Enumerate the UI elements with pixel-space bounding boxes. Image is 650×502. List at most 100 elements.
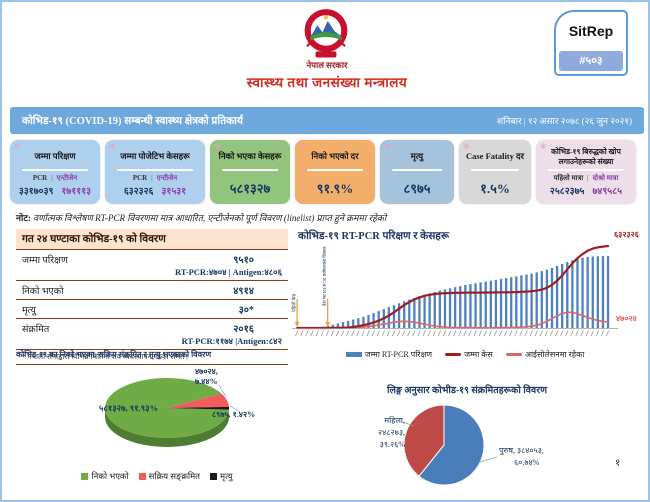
- legend-swatch-icon: [138, 473, 146, 480]
- table-row: संक्रमित २०१६ RT-PCR:११७४ |Antigen:८४२: [16, 319, 288, 350]
- chart-title: कोभिड-१९ RT-PCR परिक्षण र केसहरू: [298, 231, 450, 242]
- separator: |: [587, 174, 589, 182]
- deaths-slice-label: ८९७५, १.४२%: [212, 410, 256, 419]
- virus-icon: ❋: [384, 142, 391, 151]
- male-slice-label: पुरुष, ३८४०५३, ६०.७४%: [499, 446, 544, 467]
- card-sub-label: एन्टीजेन: [156, 174, 178, 182]
- note-line: नोट: वर्णात्मक विश्लेषण RT-PCR विवरणमा म…: [16, 211, 386, 224]
- card-value: ३१५३१: [161, 187, 187, 197]
- card-value: २५८२३७५: [549, 187, 585, 197]
- legend-label: आईसोलेसनमा रहेका: [524, 350, 585, 359]
- note-text: वर्णात्मक विश्लेषण RT-PCR विवरणमा मात्र …: [33, 213, 387, 223]
- report-date: शनिबार | १२ असार २०७८ (२६ जुन २०२१): [497, 116, 632, 126]
- recovered-slice-label: ५८१३२७, ९१.९३%: [99, 403, 159, 413]
- legend-swatch-icon: [81, 473, 89, 480]
- virus-icon: ❋: [540, 142, 547, 151]
- active-slice-label: ४७०२४, ७.४४%: [195, 367, 218, 386]
- gender-pie-section: लिङ्ग अनुसार कोभीड-१९ संक्रमितहरूको विवर…: [302, 383, 632, 498]
- chart-title: कोभिड-१९ का निको भएका, सक्रिय संक्रमित र…: [16, 350, 212, 359]
- table-footnote: * नेपाली सेनाद्वारा विभिन्न मितिमा शव व्…: [16, 350, 288, 365]
- sitrep-number: #५०३: [559, 51, 623, 71]
- card-value: १७१११३: [61, 187, 92, 197]
- row-subvalue: RT-PCR:११७४ |Antigen:८४२: [181, 336, 282, 346]
- card-sub-label: दोश्रो मात्रा: [592, 174, 619, 182]
- table-title: गत २४ घण्टाका कोभिड-१९ को विवरण: [16, 229, 288, 250]
- gender-pie-chart: [302, 396, 632, 500]
- card-value: ३३१७०३९: [18, 187, 54, 197]
- stat-card-cfr: ❋ Case Fatality दर १.५%: [459, 140, 531, 204]
- virus-icon: ❋: [299, 142, 306, 151]
- card-title: कोभिड-१९ बिरुद्धको खोप लगाउनेहरूको संख्य…: [551, 147, 621, 166]
- row-label: मृत्यु: [22, 306, 36, 316]
- title-bar: कोभिड-१९ (COVID-19) सम्बन्धी स्वास्थ्य क…: [10, 107, 644, 134]
- table-row: मृत्यु ३०*: [16, 300, 288, 319]
- stat-card-total-positive: ❋ जम्मा पोजेटिभ केसहरू PCR | एन्टीजेन ६३…: [105, 140, 205, 204]
- report-title: कोभिड-१९ (COVID-19) सम्बन्धी स्वास्थ्य क…: [22, 115, 243, 127]
- card-divider: [471, 169, 519, 171]
- card-divider: [307, 169, 363, 171]
- sitrep-badge: SitRep #५०३: [554, 10, 628, 76]
- card-value: ६३२३२६: [123, 187, 154, 197]
- virus-icon: ❋: [463, 142, 470, 151]
- recovery-pie-section: कोभिड-१९ का निको भएका, सक्रिय संक्रमित र…: [12, 349, 302, 499]
- sitrep-label: SitRep: [568, 23, 614, 39]
- svg-text:पहिलो केस: पहिलो केस: [291, 293, 297, 312]
- row-value: २०१६: [233, 324, 254, 335]
- card-value: १.५%: [480, 181, 510, 196]
- stat-card-vaccination: ❋ कोभिड-१९ बिरुद्धको खोप लगाउनेहरूको संख…: [536, 140, 636, 204]
- card-divider: [548, 169, 624, 171]
- recovery-pie-chart: [12, 361, 302, 491]
- virus-icon: ❋: [214, 142, 221, 151]
- page-number: १: [615, 458, 621, 469]
- row-value: ९५१०: [233, 255, 254, 266]
- row-subvalue: RT-PCR:४७०४ | Antigen:४८०६: [175, 267, 282, 277]
- card-sub-label: PCR: [132, 174, 148, 182]
- chart-title: लिङ्ग अनुसार कोभीड-१९ संक्रमितहरूको विवर…: [387, 386, 547, 396]
- stat-card-recovered: ❋ निको भएका केसहरू ५८१३२७: [210, 140, 290, 204]
- virus-icon: ❋: [109, 142, 116, 151]
- row-label: निको भएको: [22, 287, 64, 297]
- card-title: जम्मा परिक्षण: [34, 151, 76, 162]
- card-value: ७४९५८५: [592, 187, 623, 197]
- chart-legend: जम्मा RT-PCR परिक्षण जम्मा केस आईसोलेसनम…: [300, 349, 630, 360]
- card-value: ५८१३२७: [229, 181, 271, 196]
- card-divider: [117, 169, 193, 171]
- pie-legend: निको भएको सक्रिय सङ्क्रमित मृत्यु: [12, 471, 302, 482]
- card-title: मृत्यु: [410, 151, 424, 162]
- legend-label: जम्मा RT-PCR परिक्षण: [364, 350, 433, 359]
- legend-label: निको भएको: [91, 471, 129, 481]
- card-divider: [222, 169, 278, 171]
- summary-cards: ❋ जम्मा परिक्षण PCR | एन्टीजेन ३३१७०३९ १…: [10, 140, 644, 204]
- card-value: ९१.९%: [316, 181, 354, 196]
- legend-label: जम्मा केस: [464, 350, 493, 359]
- card-title: निको भएका केसहरू: [218, 151, 282, 162]
- trend-chart-section: कोभिड-१९ RT-PCR परिक्षण र केसहरू पहिलो क…: [290, 229, 646, 359]
- card-title: निको भएको दर: [311, 151, 359, 162]
- stat-card-recovery-rate: ❋ निको भएको दर ९१.९%: [295, 140, 375, 204]
- government-name: नेपाल सरकार: [306, 60, 348, 70]
- table-row: निको भएको ४९१४: [16, 281, 288, 300]
- row-value: ३०*: [238, 305, 254, 316]
- card-title: Case Fatality दर: [465, 151, 525, 162]
- card-value: ८९७५: [403, 181, 431, 196]
- legend-label: सक्रिय सङ्क्रमित: [148, 471, 201, 481]
- legend-label: मृत्यु: [220, 471, 233, 481]
- card-sub-label: एन्टीजेन: [56, 174, 78, 182]
- table-row: जम्मा परिक्षण ९५१० RT-PCR:४७०४ | Antigen…: [16, 250, 288, 281]
- row-label: जम्मा परिक्षण: [22, 256, 68, 266]
- line-swatch-icon: [445, 353, 462, 356]
- virus-icon: ❋: [14, 142, 21, 151]
- legend-swatch-icon: [210, 473, 218, 480]
- ministry-title: स्वास्थ्य तथा जनसंख्या मन्त्रालय: [246, 75, 408, 90]
- female-slice-label: महिला, २४८२७३, ३९.२६%: [378, 416, 405, 449]
- card-title: जम्मा पोजेटिभ केसहरू: [120, 151, 190, 162]
- row-label: संक्रमित: [22, 325, 50, 335]
- row-value: ४९१४: [233, 286, 254, 297]
- card-sub-label: PCR: [32, 174, 48, 182]
- card-sub-label: पहिलो मात्रा: [553, 174, 584, 182]
- svg-text:देश भर RT-PCR प्रयोगशाला विस्त: देश भर RT-PCR प्रयोगशाला विस्तार: [321, 246, 327, 306]
- card-divider: [392, 169, 442, 171]
- stat-card-deaths: ❋ मृत्यु ८९७५: [380, 140, 454, 204]
- daily-summary-table: गत २४ घण्टाका कोभिड-१९ को विवरण जम्मा पर…: [16, 229, 288, 365]
